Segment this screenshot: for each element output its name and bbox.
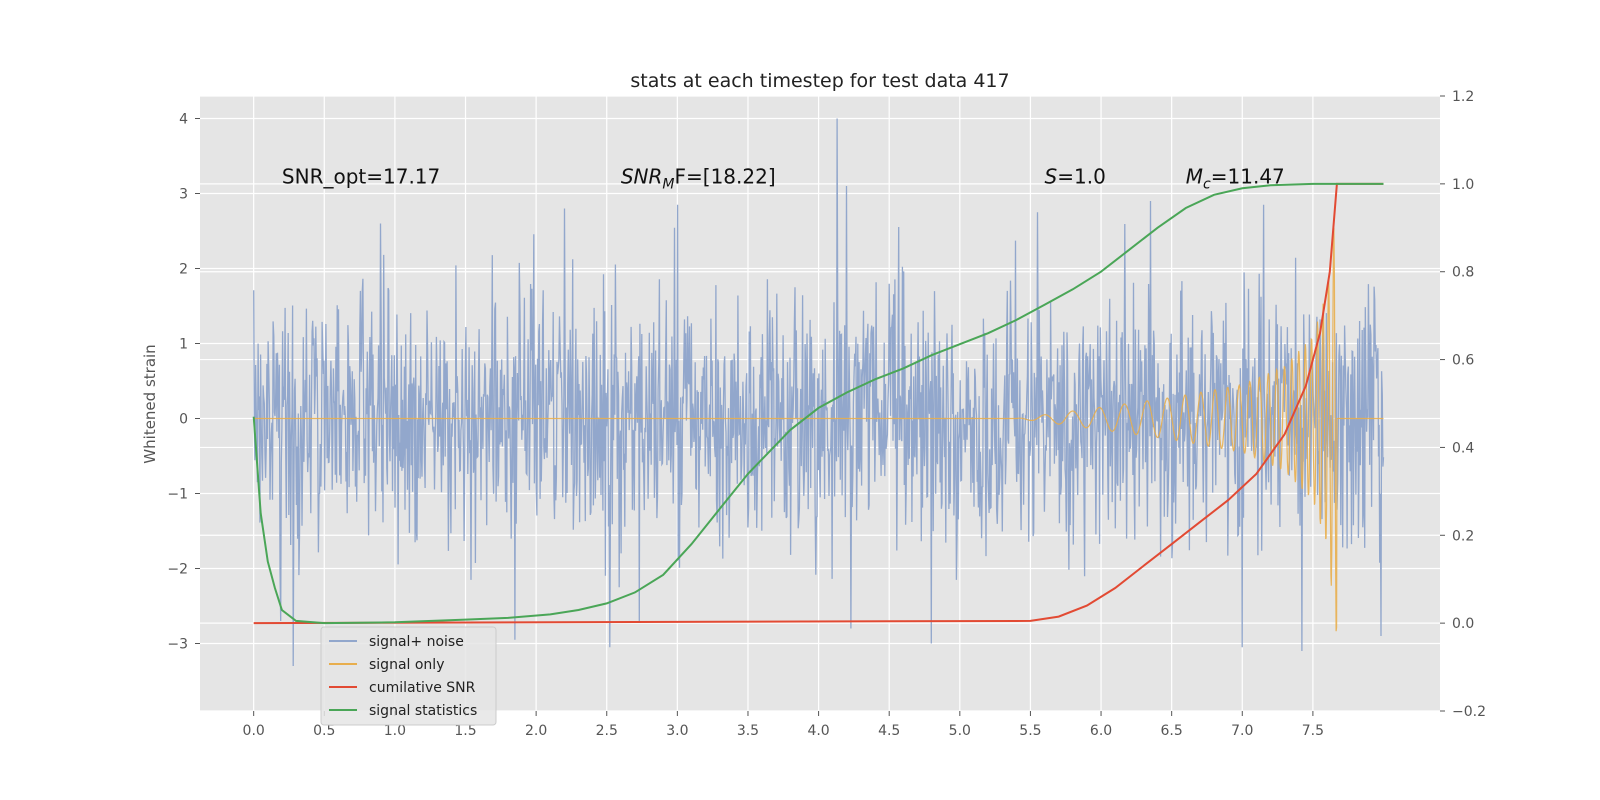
y-tick-label: 0 — [179, 412, 188, 428]
annotation-main: M — [1186, 165, 1203, 189]
annotation-value: F=[18.22] — [675, 165, 776, 189]
x-tick-label: 7.5 — [1302, 723, 1324, 739]
y2-tick-label: 0.8 — [1452, 265, 1474, 281]
annotation-mc-val: Mc=11.47 — [1186, 165, 1285, 193]
legend-label: cumilative SNR — [369, 680, 476, 696]
x-tick-label: 5.5 — [1019, 723, 1041, 739]
annotation-s-val: S=1.0 — [1045, 165, 1106, 189]
y2-tick-label: −0.2 — [1452, 704, 1486, 720]
x-tick-label: 7.0 — [1231, 723, 1253, 739]
annotation-subscript: M — [662, 177, 674, 193]
annotation-main: S — [1045, 165, 1058, 189]
series-layer — [252, 118, 1385, 667]
annotations: SNR_opt=17.17 SNRMF=[18.22] S=1.0 Mc=11.47 — [282, 165, 1285, 193]
x-tick-label: 4.5 — [878, 723, 900, 739]
y-axis-label: Whitened strain — [141, 344, 159, 463]
x-tick-label: 3.5 — [737, 723, 759, 739]
legend-box — [320, 626, 497, 726]
y2-tick-label: 1.2 — [1452, 89, 1474, 105]
x-tick-label: 1.5 — [454, 723, 476, 739]
legend: signal+ noise signal only cumilative SNR si… — [320, 626, 497, 726]
axes: 0.0 0.5 1.0 1.5 2.0 2.5 3.0 3.5 4.0 4.5 5.0 5.5 6.0 6… — [167, 89, 1486, 739]
annotation-main: SNR_opt=17.17 — [282, 165, 440, 189]
x-tick-label: 4.0 — [807, 723, 829, 739]
series-signal-only — [253, 227, 1384, 632]
series-signal-statistics — [252, 182, 1384, 625]
x-tick-label: 1.0 — [384, 723, 406, 739]
x-tick-label: 5.0 — [949, 723, 971, 739]
y-tick-label: 2 — [179, 262, 188, 278]
legend-label: signal+ noise — [369, 634, 464, 650]
y2-tick-label: 0.0 — [1452, 616, 1474, 632]
annotation-value: =1.0 — [1057, 165, 1106, 189]
x-tick-label: 6.5 — [1161, 723, 1183, 739]
x-tick-label: 0.0 — [243, 723, 265, 739]
annotation-snr-mf: SNRMF=[18.22] — [621, 165, 776, 193]
x-tick-label: 6.0 — [1090, 723, 1112, 739]
y2-tick-label: 0.6 — [1452, 353, 1474, 369]
annotation-value: =11.47 — [1211, 165, 1285, 189]
y-tick-label: −3 — [167, 637, 188, 653]
y2-tick-label: 0.4 — [1452, 440, 1474, 456]
x-tick-label: 3.0 — [666, 723, 688, 739]
y-tick-label: 3 — [179, 187, 188, 203]
y-tick-label: −2 — [167, 562, 188, 578]
y2-tick-label: 0.2 — [1452, 528, 1474, 544]
legend-label: signal statistics — [369, 703, 477, 719]
x-tick-label: 2.0 — [525, 723, 547, 739]
x-tick-label: 2.5 — [596, 723, 618, 739]
y-tick-label: −1 — [167, 487, 188, 503]
legend-label: signal only — [369, 657, 444, 673]
annotation-snr-opt: SNR_opt=17.17 — [282, 165, 440, 189]
y-tick-label: 4 — [179, 112, 188, 128]
x-tick-label: 0.5 — [313, 723, 335, 739]
y-tick-label: 1 — [179, 337, 188, 353]
annotation-main: SNR — [621, 165, 663, 189]
annotation-subscript: c — [1203, 177, 1211, 193]
series-cumulative-snr — [253, 182, 1384, 625]
y2-tick-label: 1.0 — [1452, 177, 1474, 193]
chart-title: stats at each timestep for test data 417 — [630, 70, 1009, 92]
